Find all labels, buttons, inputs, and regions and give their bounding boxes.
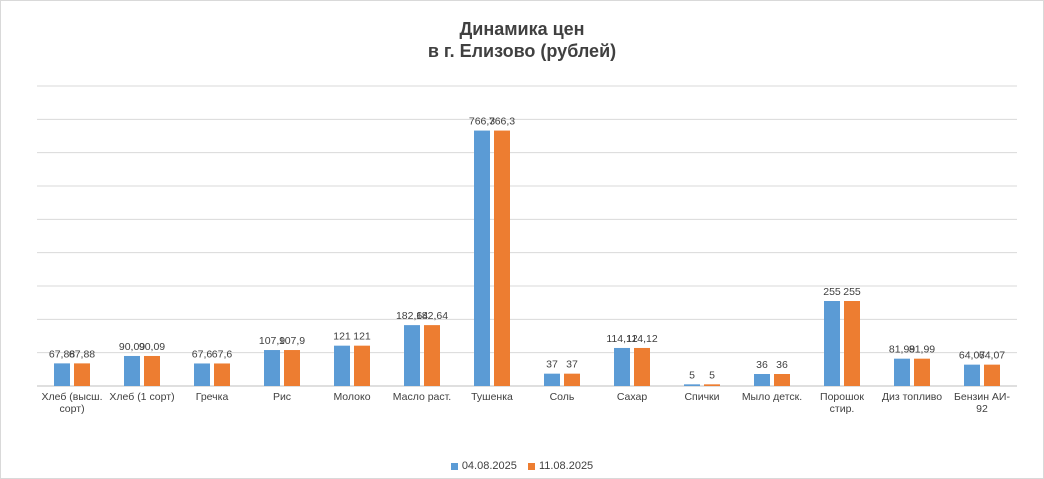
bar-series-1 [194,363,210,386]
legend-item-series-2: 11.08.2025 [527,460,594,472]
legend-label-series-2: 11.08.2025 [538,460,594,472]
x-tick-label: Хлеб (высш. [42,391,103,403]
bar-series-2 [634,347,650,386]
x-tick-label: 92 [976,403,988,415]
chart-title-line-2: в г. Елизово (рублей) [427,41,617,61]
x-tick-label: Тушенка [471,391,513,403]
bar-series-1 [964,364,980,386]
data-label-series-1: 107,9 [259,335,285,347]
x-tick-label: Масло раст. [393,391,451,403]
bar-series-1 [824,301,840,386]
data-label-series-2: 90,09 [139,341,165,353]
data-label-series-2: 182,64 [416,310,448,322]
bar-series-2 [284,350,300,386]
bar-series-1 [124,355,140,386]
bar-series-2 [564,373,580,386]
bar-series-1 [544,373,560,386]
x-tick-label: Соль [550,391,575,403]
data-label-series-2: 37 [566,359,578,371]
bar-series-1 [754,374,770,386]
data-label-series-2: 64,07 [979,350,1005,362]
data-label-series-1: 36 [756,359,768,371]
bar-series-1 [614,347,630,386]
bar-series-1 [54,363,70,386]
data-label-series-1: 5 [689,369,695,381]
chart-title-line-1: Динамика цен [459,19,585,39]
data-label-series-2: 67,6 [212,348,233,360]
data-label-series-1: 182,64 [396,310,428,322]
data-label-series-1: 766,3 [469,116,495,128]
data-label-series-1: 37 [546,359,558,371]
legend-label-series-1: 04.08.2025 [461,460,517,472]
bar-series-2 [144,355,160,386]
bar-series-2 [844,301,860,386]
data-label-series-2: 114,12 [626,333,657,345]
bar-series-2 [354,345,370,386]
x-tick-label: Спички [684,391,719,403]
data-label-series-2: 255 [843,286,861,298]
bar-series-2 [774,374,790,386]
bar-series-2 [984,364,1000,386]
data-label-series-1: 255 [823,286,841,298]
data-label-series-1: 90,09 [119,341,145,353]
x-tick-label: Сахар [617,391,648,403]
data-label-series-2: 81,99 [909,344,935,356]
data-label-series-2: 107,9 [279,335,305,347]
x-tick-label: Рис [273,391,291,403]
x-tick-label: сорт) [59,403,84,415]
data-label-series-2: 121 [353,331,371,343]
data-label-series-1: 121 [333,331,351,343]
bar-series-1 [334,345,350,386]
x-tick-label: Гречка [196,391,229,403]
x-tick-label: Хлеб (1 сорт) [109,391,174,403]
data-label-series-2: 766,3 [489,116,515,128]
data-label-series-1: 81,99 [889,344,915,356]
bar-series-2 [74,363,90,386]
x-tick-label: Мыло детск. [742,391,802,403]
legend-swatch-series-2 [527,462,535,470]
data-label-series-2: 67,88 [69,348,95,360]
bar-series-2 [214,363,230,386]
data-label-series-1: 67,88 [49,348,75,360]
legend-item-series-1: 04.08.2025 [450,460,517,472]
x-tick-label: Диз топливо [882,391,942,403]
data-label-series-1: 114,12 [606,333,637,345]
legend: 04.08.2025 11.08.2025 [0,460,1044,473]
data-label-series-2: 5 [709,369,715,381]
x-tick-label: Молоко [333,391,370,403]
bar-series-1 [404,325,420,386]
bar-series-2 [914,358,930,386]
legend-swatch-series-1 [450,462,458,470]
data-label-series-1: 67,6 [192,348,213,360]
bar-series-1 [684,384,700,386]
x-tick-label: стир. [830,403,855,415]
bar-series-1 [264,350,280,386]
bar-series-2 [704,384,720,386]
data-label-series-1: 64,07 [959,350,985,362]
x-tick-label: Порошок [820,391,864,403]
x-tick-label: Бензин АИ- [954,391,1010,403]
bar-series-2 [494,130,510,386]
bar-series-1 [894,358,910,386]
bar-series-1 [474,130,490,386]
data-label-series-2: 36 [776,359,788,371]
bar-series-2 [424,325,440,386]
